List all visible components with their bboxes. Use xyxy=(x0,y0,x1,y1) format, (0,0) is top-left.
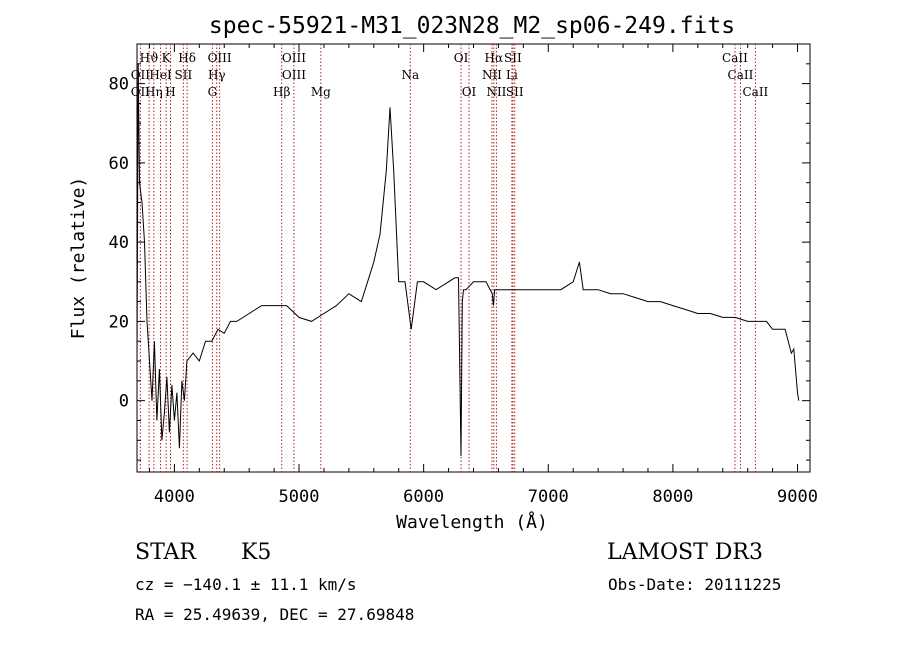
x-tick-label: 6000 xyxy=(403,487,444,507)
marker-label-caii: CaII xyxy=(722,51,748,65)
marker-label-hϑ: Hϑ xyxy=(140,51,159,65)
observation-date: Obs-Date: 20111225 xyxy=(608,575,782,594)
marker-label-k: K xyxy=(162,51,172,65)
x-tick-label: 4000 xyxy=(154,487,195,507)
marker-label-oii: OII xyxy=(131,68,151,82)
marker-label-nii: NII xyxy=(486,85,506,99)
spectrum-series-line xyxy=(136,63,800,457)
marker-label-oi: OI xyxy=(454,51,469,65)
sky-coordinates: RA = 25.49639, DEC = 27.69848 xyxy=(135,605,415,624)
marker-label-sii: SII xyxy=(175,68,193,82)
marker-label-h: H xyxy=(165,85,175,99)
redshift-cz: cz = −140.1 ± 11.1 km/s xyxy=(135,575,357,594)
marker-label-oii: OII xyxy=(131,85,151,99)
chart-title: spec-55921-M31_023N28_M2_sp06-249.fits xyxy=(209,13,735,39)
object-subclass: K5 xyxy=(241,540,272,565)
marker-label-sii: SII xyxy=(506,85,524,99)
x-tick-label: 9000 xyxy=(777,487,818,507)
x-axis-label: Wavelength (Å) xyxy=(396,511,548,533)
x-axis-ticks: 4000 5000 6000 7000 8000 9000 xyxy=(148,44,818,507)
x-tick-label: 5000 xyxy=(279,487,320,507)
marker-label-nii: NII xyxy=(482,68,502,82)
x-tick-label: 7000 xyxy=(528,487,569,507)
marker-label-oiii: OIII xyxy=(282,51,306,65)
y-tick-label: 40 xyxy=(109,233,129,253)
marker-label-mg: Mg xyxy=(311,85,331,99)
marker-label-oi: OI xyxy=(462,85,477,99)
marker-label-oiii: OIII xyxy=(282,68,306,82)
marker-label-li: Li xyxy=(506,68,518,82)
marker-label-hei: HeI xyxy=(149,68,172,82)
y-axis-label: Flux (relative) xyxy=(68,177,89,340)
marker-label-sii: SII xyxy=(504,51,522,65)
marker-label-caii: CaII xyxy=(728,68,754,82)
y-tick-label: 20 xyxy=(109,312,129,332)
marker-label-hα: Hα xyxy=(485,51,504,65)
marker-label-oiii: OIII xyxy=(208,51,232,65)
marker-label-hγ: Hγ xyxy=(208,68,226,82)
y-tick-label: 0 xyxy=(119,392,129,412)
survey-label: LAMOST DR3 xyxy=(607,540,763,565)
x-tick-label: 8000 xyxy=(652,487,693,507)
line-markers xyxy=(139,44,756,472)
object-class: STAR xyxy=(135,540,196,565)
plot-frame xyxy=(136,43,811,473)
marker-label-caii: CaII xyxy=(742,85,768,99)
marker-label-hδ: Hδ xyxy=(178,51,196,65)
marker-label-g: G xyxy=(208,85,218,99)
marker-label-hη: Hη xyxy=(145,85,163,99)
y-tick-label: 80 xyxy=(109,75,129,95)
marker-label-hβ: Hβ xyxy=(273,85,290,99)
marker-label-na: Na xyxy=(401,68,419,82)
y-tick-label: 60 xyxy=(109,154,129,174)
y-axis-ticks: 0 20 40 60 80 xyxy=(109,63,810,461)
